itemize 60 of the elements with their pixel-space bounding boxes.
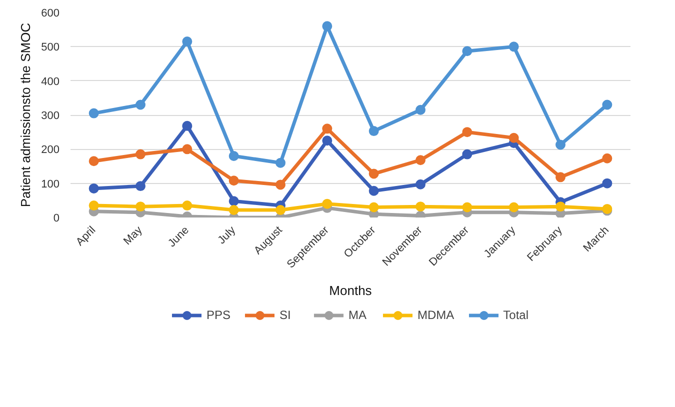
x-axis-title: Months (329, 283, 372, 298)
point (368, 202, 379, 212)
y-tick-label: 400 (41, 76, 60, 88)
point (276, 204, 286, 215)
point (602, 100, 612, 110)
y-axis-title: Patient admissionsto the SMOC (18, 22, 34, 208)
point (276, 158, 286, 168)
point (508, 132, 519, 143)
legend-label: MA (348, 308, 368, 322)
point (416, 202, 426, 212)
point (322, 136, 332, 146)
point (88, 200, 99, 211)
point (462, 202, 472, 212)
point (88, 108, 99, 118)
y-tick-label: 500 (41, 42, 60, 54)
point (228, 151, 239, 161)
point (368, 186, 379, 196)
legend-label: SI (279, 308, 292, 322)
point (602, 153, 612, 164)
point (136, 149, 146, 160)
point (228, 204, 239, 215)
legend-label: PPS (206, 308, 230, 322)
point (508, 202, 519, 212)
point (182, 200, 192, 211)
point (88, 156, 99, 166)
point (182, 120, 192, 131)
point (462, 127, 472, 138)
y-tick-label: 300 (41, 110, 60, 122)
point (322, 21, 332, 32)
x-tick-label: May (122, 224, 146, 248)
point (556, 140, 566, 150)
point (462, 46, 472, 56)
point (228, 196, 239, 206)
point (88, 183, 99, 194)
point (136, 181, 146, 192)
point (556, 172, 566, 182)
legend-label: MDMA (417, 308, 454, 322)
point (368, 126, 379, 136)
legend-label: Total (503, 308, 529, 322)
point (182, 36, 192, 47)
point (416, 104, 426, 115)
point (276, 180, 286, 190)
point (228, 176, 239, 186)
point (462, 149, 472, 160)
point (182, 144, 192, 154)
point (136, 202, 146, 212)
y-tick-label: 200 (41, 144, 60, 156)
y-tick-label: 100 (41, 178, 60, 190)
y-tick-label: 0 (53, 212, 60, 224)
point (368, 168, 379, 179)
point (322, 124, 332, 134)
point (416, 179, 426, 190)
point (322, 198, 332, 209)
point (602, 178, 612, 188)
point (136, 100, 146, 110)
point (556, 202, 566, 212)
point (508, 42, 519, 52)
y-tick-label: 600 (41, 8, 60, 20)
point (416, 155, 426, 166)
x-tick-label: July (216, 224, 238, 247)
